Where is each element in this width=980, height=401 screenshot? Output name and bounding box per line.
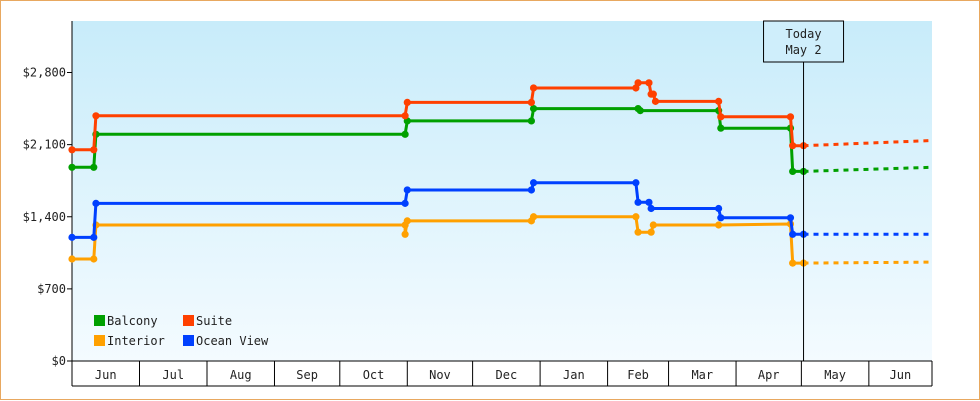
x-tick-label: May bbox=[824, 368, 846, 382]
x-tick-label: Mar bbox=[691, 368, 713, 382]
data-point bbox=[92, 112, 100, 120]
legend-swatch bbox=[94, 335, 105, 346]
projection-line bbox=[803, 165, 933, 173]
data-point bbox=[527, 98, 535, 106]
y-tick-label: $2,100 bbox=[23, 138, 66, 152]
data-point bbox=[715, 221, 723, 229]
data-point bbox=[789, 142, 797, 150]
data-point bbox=[68, 233, 76, 241]
legend-swatch bbox=[183, 315, 194, 326]
data-point bbox=[715, 97, 723, 105]
data-point bbox=[527, 186, 535, 194]
data-point bbox=[90, 163, 98, 171]
legend-label: Balcony bbox=[107, 314, 158, 328]
data-point bbox=[92, 199, 100, 207]
legend: Balcony Suite Interior Ocean View bbox=[94, 314, 269, 348]
today-label: Today bbox=[785, 27, 821, 41]
data-point bbox=[715, 204, 723, 213]
data-point bbox=[90, 255, 98, 263]
x-tick-label: Jul bbox=[162, 368, 184, 382]
data-point bbox=[651, 97, 660, 105]
data-point bbox=[645, 198, 653, 206]
data-point bbox=[789, 259, 797, 267]
data-point bbox=[403, 98, 411, 106]
x-tick-label: Jun bbox=[95, 368, 117, 382]
x-tick-label: Jan bbox=[563, 368, 585, 382]
data-point bbox=[403, 186, 411, 194]
data-point bbox=[645, 79, 653, 87]
data-point bbox=[403, 217, 411, 225]
data-point bbox=[789, 167, 797, 176]
series-line bbox=[72, 215, 804, 265]
data-point bbox=[634, 228, 642, 236]
data-point bbox=[717, 214, 725, 222]
x-tick-label: Sep bbox=[296, 368, 318, 382]
legend-label: Suite bbox=[196, 314, 232, 328]
projection-line bbox=[803, 260, 933, 265]
data-point bbox=[634, 79, 642, 87]
data-point bbox=[649, 90, 657, 98]
today-marker: Today May 2 bbox=[763, 20, 845, 361]
series-suite bbox=[68, 79, 933, 154]
data-point bbox=[529, 104, 538, 113]
data-point bbox=[717, 124, 725, 132]
series-ocean-view bbox=[68, 179, 932, 241]
data-point bbox=[649, 221, 657, 229]
data-point bbox=[786, 113, 795, 121]
data-point bbox=[401, 199, 409, 207]
data-point bbox=[68, 146, 76, 154]
data-point bbox=[527, 117, 535, 125]
series-interior bbox=[68, 213, 933, 267]
data-point bbox=[401, 130, 409, 138]
data-point bbox=[647, 228, 655, 236]
y-tick-label: $0 bbox=[52, 354, 66, 368]
x-tick-label: Aug bbox=[230, 368, 252, 382]
legend-label: Interior bbox=[107, 334, 165, 348]
x-tick-label: Nov bbox=[429, 368, 451, 382]
series-layer bbox=[68, 79, 933, 267]
data-point bbox=[632, 213, 640, 221]
legend-swatch bbox=[183, 335, 194, 346]
projection-line bbox=[803, 139, 933, 148]
data-point bbox=[786, 214, 795, 222]
data-point bbox=[401, 112, 409, 120]
data-point bbox=[68, 163, 76, 171]
data-point bbox=[90, 146, 98, 154]
data-point bbox=[529, 179, 538, 187]
series-balcony bbox=[68, 104, 933, 176]
x-tick-label: Oct bbox=[363, 368, 385, 382]
series-line bbox=[72, 181, 804, 239]
data-point bbox=[68, 255, 76, 263]
data-point bbox=[529, 84, 538, 92]
data-point bbox=[717, 113, 725, 121]
legend-label: Ocean View bbox=[196, 334, 269, 348]
y-tick-label: $2,800 bbox=[23, 66, 66, 80]
today-box bbox=[763, 20, 845, 63]
data-point bbox=[634, 198, 642, 206]
data-point bbox=[636, 107, 644, 115]
legend-swatch bbox=[94, 315, 105, 326]
x-tick-label: Dec bbox=[496, 368, 518, 382]
data-point bbox=[90, 233, 98, 241]
data-point bbox=[647, 204, 655, 213]
series-line bbox=[72, 81, 804, 152]
x-tick-label: Feb bbox=[627, 368, 649, 382]
data-point bbox=[401, 230, 409, 238]
x-tick-label: Apr bbox=[758, 368, 780, 382]
y-tick-label: $1,400 bbox=[23, 210, 66, 224]
x-tick-label: Jun bbox=[890, 368, 912, 382]
series-line bbox=[72, 107, 804, 173]
x-axis: Jun Jul Aug Sep Oct Nov Dec Jan Feb Mar Apr May Jun bbox=[71, 360, 933, 387]
y-tick-label: $700 bbox=[37, 282, 66, 296]
data-point bbox=[789, 230, 797, 238]
today-date: May 2 bbox=[785, 43, 821, 57]
data-point bbox=[529, 213, 538, 221]
y-axis: $0 $700 $1,400 $2,100 $2,800 bbox=[23, 21, 73, 368]
data-point bbox=[632, 179, 640, 187]
